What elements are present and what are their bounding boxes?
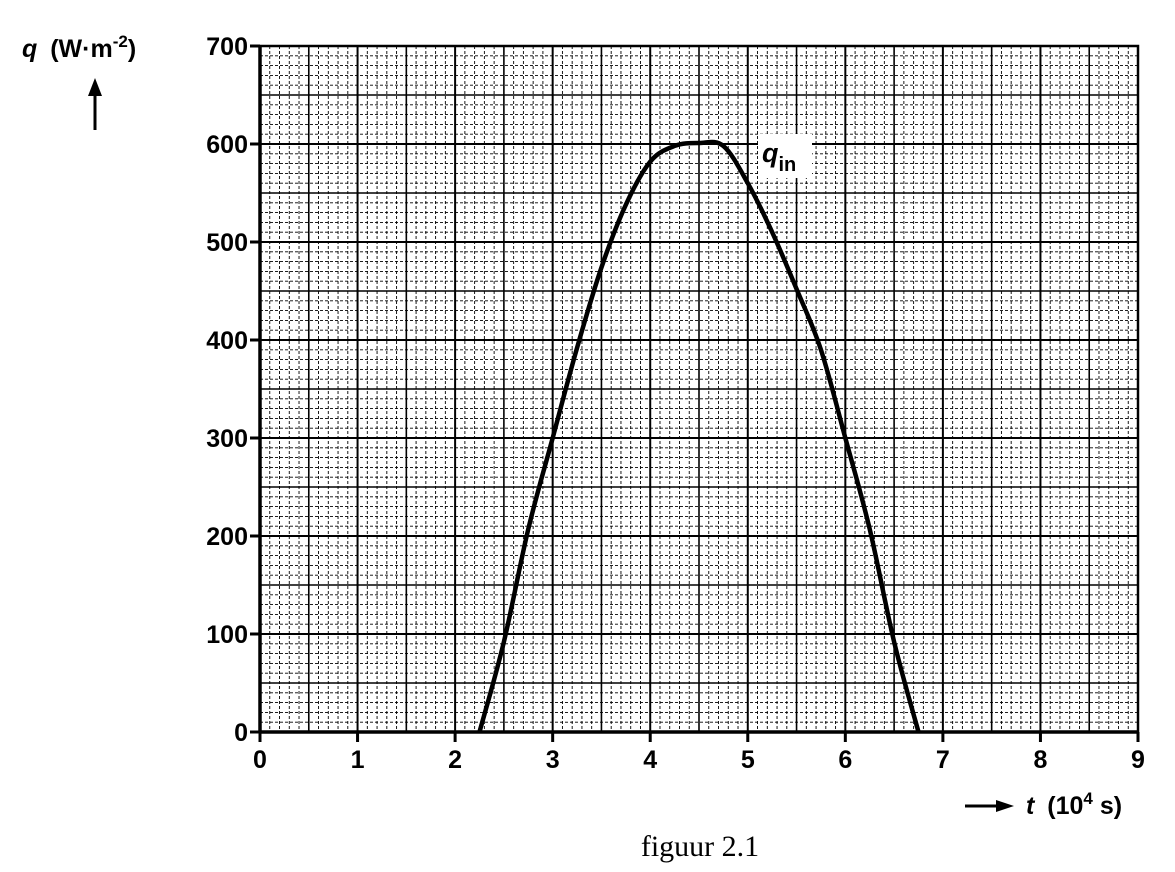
y-tick-label: 200: [206, 523, 248, 551]
x-tick-label: 2: [448, 746, 462, 774]
y-tick-label: 500: [206, 229, 248, 257]
x-axis-arrow: [965, 800, 1014, 812]
x-tick-label: 0: [253, 746, 267, 774]
x-tick-label: 4: [643, 746, 657, 774]
y-axis-label: q (W·m-2): [22, 32, 136, 63]
x-tick-label: 9: [1131, 746, 1145, 774]
x-axis-label: t (104 s): [1026, 789, 1122, 820]
x-tick-label: 7: [936, 746, 950, 774]
x-tick-label: 3: [546, 746, 560, 774]
series-line-q-in: [477, 139, 921, 733]
x-tick-label: 5: [741, 746, 755, 774]
plot-frame: [258, 44, 1140, 734]
x-tick-label: 8: [1033, 746, 1047, 774]
series-label-bg: [758, 134, 812, 178]
y-tick-label: 700: [206, 33, 248, 61]
tick-labels: 0 1 2 3 4 5 6 7 8 9 0 100 200 300 400 500 600 700: [206, 33, 1145, 774]
y-tick-label: 400: [206, 327, 248, 355]
series-layer: [477, 139, 921, 733]
figure-caption: figuur 2.1: [641, 830, 759, 863]
y-axis-arrow: [88, 78, 102, 130]
y-tick-label: 0: [234, 719, 248, 747]
y-tick-label: 100: [206, 621, 248, 649]
y-tick-label: 300: [206, 425, 248, 453]
x-tick-label: 6: [838, 746, 852, 774]
series-label: qin: [762, 138, 796, 176]
y-tick-label: 600: [206, 131, 248, 159]
x-tick-label: 1: [351, 746, 365, 774]
grid: [259, 45, 1139, 733]
